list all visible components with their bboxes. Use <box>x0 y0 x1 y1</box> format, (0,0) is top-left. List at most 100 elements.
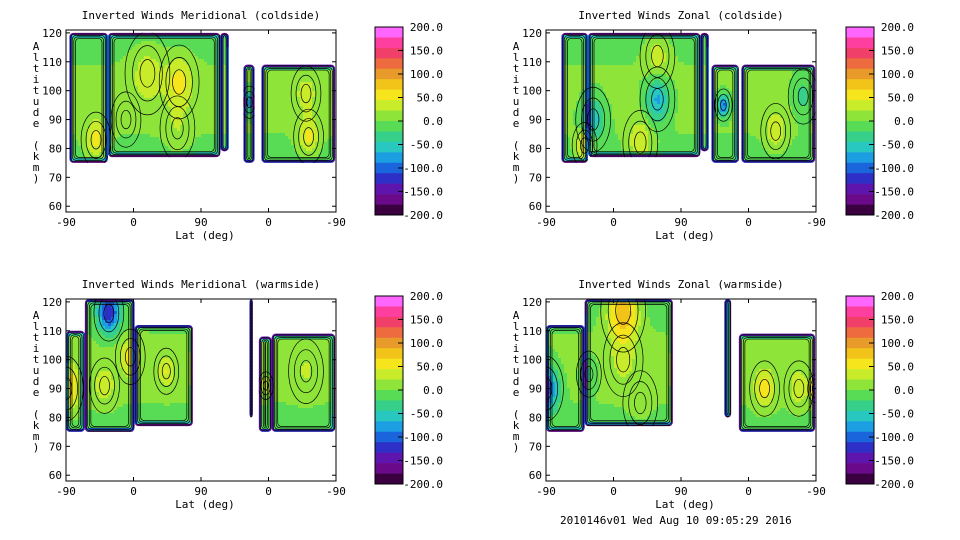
y-axis-label-char: i <box>513 73 520 86</box>
colorbar-label: 0.0 <box>894 115 914 128</box>
colorbar-swatch <box>846 400 874 412</box>
colorbar-swatch <box>846 306 874 318</box>
y-axis-label-char: t <box>513 353 520 366</box>
colorbar-label: 0.0 <box>423 384 443 397</box>
colorbar-swatch <box>846 141 874 153</box>
y-axis-label-char: d <box>513 106 520 119</box>
colorbar-swatch <box>846 327 874 339</box>
colorbar-swatch <box>846 442 874 453</box>
y-axis-label-char: ( <box>33 139 40 152</box>
x-tick-label: 0 <box>745 216 752 229</box>
colorbar-swatch <box>375 131 403 143</box>
colorbar-swatch <box>846 47 874 59</box>
colorbar-swatch <box>375 68 403 80</box>
colorbar-swatch <box>375 89 403 101</box>
y-axis-label-char: k <box>33 419 40 432</box>
colorbar-swatch <box>375 348 403 359</box>
y-tick-label: 90 <box>529 383 542 396</box>
y-tick-label: 60 <box>529 469 542 482</box>
colorbar-label: 50.0 <box>417 92 444 105</box>
x-tick-label: 90 <box>674 485 687 498</box>
colorbar-swatch <box>375 204 403 216</box>
y-axis-label-char: i <box>33 73 40 86</box>
colorbar-label: -100.0 <box>874 162 914 175</box>
colorbar-swatch <box>846 194 874 205</box>
y-axis-label-char: m <box>33 430 40 443</box>
colorbar-swatch <box>846 452 874 464</box>
colorbar-swatch <box>846 473 874 485</box>
x-tick-label: 0 <box>610 216 617 229</box>
colorbar-label: -200.0 <box>874 478 914 491</box>
colorbar-swatch <box>375 37 403 49</box>
x-tick-label: 0 <box>265 485 272 498</box>
x-tick-label: 0 <box>130 216 137 229</box>
footer-timestamp: 2010146v01 Wed Aug 10 09:05:29 2016 <box>560 514 792 527</box>
colorbar-label: -50.0 <box>410 139 443 152</box>
contour-field <box>561 32 816 163</box>
y-axis-label-char: A <box>513 309 520 322</box>
y-axis-label-char: ( <box>33 408 40 421</box>
colorbar-label: 0.0 <box>423 115 443 128</box>
colorbar-label: 200.0 <box>881 21 914 34</box>
colorbar-swatch <box>846 58 874 70</box>
chart-panel: Inverted Winds Meridional (warmside) 60 70… <box>33 278 443 511</box>
y-axis-label-char: l <box>513 51 520 64</box>
colorbar-swatch <box>375 463 403 474</box>
colorbar-label: 150.0 <box>410 314 443 327</box>
colorbar-swatch <box>375 400 403 412</box>
colorbar-label: -200.0 <box>874 209 914 222</box>
y-axis-label-char: u <box>513 95 520 108</box>
colorbar-swatch <box>375 421 403 433</box>
y-tick-label: 60 <box>529 200 542 213</box>
colorbar-label: 100.0 <box>410 68 443 81</box>
colorbar-swatch <box>846 463 874 474</box>
x-tick-label: -90 <box>806 216 826 229</box>
colorbar-swatch <box>375 194 403 205</box>
colorbar-swatch <box>375 79 403 90</box>
y-axis-label-char: m <box>513 161 520 174</box>
colorbar-swatch <box>375 58 403 70</box>
colorbar-swatch <box>846 369 874 380</box>
y-tick-label: 60 <box>49 469 62 482</box>
colorbar-label: -100.0 <box>403 431 443 444</box>
y-axis-label-char: k <box>33 150 40 163</box>
x-axis-label: Lat (deg) <box>175 498 235 511</box>
y-tick-label: 110 <box>42 325 62 338</box>
x-tick-label: 90 <box>674 216 687 229</box>
colorbar-swatch <box>375 390 403 401</box>
colorbar-swatch <box>375 358 403 370</box>
colorbar-label: 150.0 <box>881 45 914 58</box>
colorbar-label: 150.0 <box>410 45 443 58</box>
colorbar-label: -50.0 <box>881 408 914 421</box>
y-axis-label-char: i <box>513 342 520 355</box>
x-tick-label: 90 <box>194 216 207 229</box>
colorbar-swatch <box>375 296 403 307</box>
colorbar-label: -50.0 <box>410 408 443 421</box>
colorbar-label: -150.0 <box>403 455 443 468</box>
y-tick-label: 100 <box>522 354 542 367</box>
colorbar-swatch <box>375 316 403 328</box>
colorbar-swatch <box>375 431 403 443</box>
y-axis-label-char: t <box>33 331 40 344</box>
y-tick-label: 80 <box>49 142 62 155</box>
y-tick-label: 70 <box>529 171 542 184</box>
colorbar-label: -200.0 <box>403 209 443 222</box>
colorbar-swatch <box>375 442 403 453</box>
colorbar-swatch <box>846 296 874 307</box>
colorbar-swatch <box>375 410 403 422</box>
y-tick-label: 100 <box>42 354 62 367</box>
colorbar-swatch <box>846 131 874 143</box>
y-axis-label-char: l <box>513 320 520 333</box>
colorbar-label: -200.0 <box>403 478 443 491</box>
y-tick-label: 110 <box>522 325 542 338</box>
colorbar-swatch <box>375 369 403 380</box>
y-axis-label-char: e <box>513 117 520 130</box>
y-tick-label: 70 <box>529 440 542 453</box>
y-axis-label-char: d <box>513 375 520 388</box>
colorbar-swatch <box>375 327 403 339</box>
y-axis-label-char: k <box>513 150 520 163</box>
y-axis-label-char: e <box>513 386 520 399</box>
x-tick-label: 90 <box>194 485 207 498</box>
